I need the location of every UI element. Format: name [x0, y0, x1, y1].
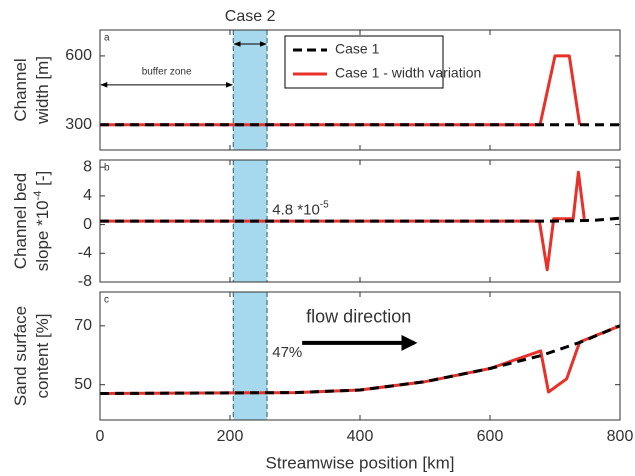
legend-label: Case 1 - width variation: [335, 65, 481, 81]
panel-label: c: [104, 295, 109, 306]
y-tick-label: 50: [74, 376, 92, 393]
y-tick-label: 0: [83, 216, 92, 233]
x-axis-label: Streamwise position [km]: [266, 453, 455, 472]
plot-frame: [99, 159, 621, 283]
annotation: flow direction: [306, 307, 411, 327]
annotation: 47%: [272, 344, 302, 361]
y-axis-label-part: content [%]: [33, 313, 52, 398]
y-tick-label: 4: [83, 187, 92, 204]
y-axis-label-part: Channel: [11, 58, 30, 121]
y-axis-label-part: [-]: [33, 171, 52, 191]
case-region: [233, 30, 268, 150]
panel: Case 2 300 600 a Channel width [m] buffer zone…: [11, 8, 621, 151]
y-tick-label: 70: [74, 317, 92, 334]
y-axis-label-part: width [m]: [33, 56, 52, 125]
annotation-sup: -5: [320, 200, 329, 211]
y-axis-label: Channel bed: [11, 173, 30, 269]
x-tick-label: 400: [347, 428, 374, 445]
y-tick-label: 8: [83, 158, 92, 175]
annotation: 4.8 *10-5: [272, 200, 329, 219]
y-axis-label-part: -4: [32, 191, 44, 201]
y-axis-label-part: Sand surface: [11, 306, 30, 406]
case-region: [233, 292, 268, 420]
plot-frame: [99, 29, 621, 151]
x-tick-label: 800: [607, 428, 634, 445]
y-tick-label: -8: [78, 273, 92, 290]
legend-box: [284, 35, 444, 89]
plot-frame: [99, 291, 621, 421]
series-line: [100, 216, 621, 223]
y-axis-label: Sand surface: [11, 306, 30, 406]
series-line: [99, 324, 621, 395]
y-tick-label: -4: [78, 245, 92, 262]
y-axis-label: content [%]: [33, 313, 52, 398]
annotation-text: 47%: [272, 344, 302, 361]
legend-label: Case 1: [335, 41, 380, 57]
panel-label: a: [104, 33, 110, 44]
y-axis-label: Channel: [11, 58, 30, 121]
x-tick-label: 600: [477, 428, 504, 445]
y-axis-label-part: Channel bed: [11, 173, 30, 269]
region-label: Case 2: [225, 8, 276, 25]
y-tick-label: 300: [65, 116, 92, 133]
panel: 70 50 0 200 400 600 800 Streamwise position [km…: [11, 291, 634, 472]
annotation: buffer zone: [142, 67, 192, 78]
y-axis-label: slope *10-4 [-]: [32, 171, 53, 272]
x-tick-label: 0: [96, 428, 105, 445]
y-axis-label: width [m]: [33, 56, 52, 125]
y-axis-label-part: slope *10: [33, 200, 52, 271]
y-tick-label: 600: [65, 47, 92, 64]
x-tick-label: 200: [217, 428, 244, 445]
annotation-text: 4.8 *10: [272, 202, 320, 219]
panel-label: b: [104, 163, 110, 174]
